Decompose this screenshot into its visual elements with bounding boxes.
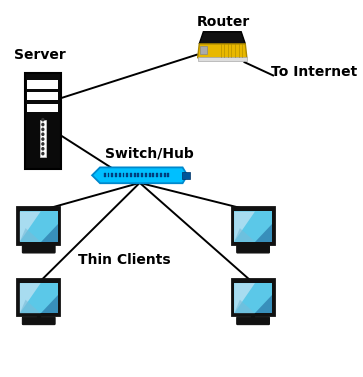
FancyBboxPatch shape	[232, 207, 274, 245]
FancyBboxPatch shape	[152, 173, 154, 177]
FancyBboxPatch shape	[25, 72, 61, 169]
FancyBboxPatch shape	[20, 283, 58, 313]
Polygon shape	[234, 283, 255, 313]
FancyBboxPatch shape	[234, 283, 272, 313]
FancyBboxPatch shape	[119, 173, 121, 177]
FancyBboxPatch shape	[104, 173, 106, 177]
Polygon shape	[198, 44, 247, 58]
FancyBboxPatch shape	[17, 279, 60, 316]
Circle shape	[42, 128, 44, 130]
FancyBboxPatch shape	[123, 173, 125, 177]
Polygon shape	[234, 211, 255, 242]
FancyBboxPatch shape	[145, 173, 147, 177]
Text: Switch/Hub: Switch/Hub	[105, 147, 193, 161]
Polygon shape	[234, 228, 255, 242]
FancyBboxPatch shape	[149, 173, 151, 177]
FancyBboxPatch shape	[237, 245, 269, 253]
Polygon shape	[92, 167, 187, 183]
FancyBboxPatch shape	[232, 279, 274, 316]
FancyBboxPatch shape	[28, 92, 58, 100]
Circle shape	[42, 119, 44, 121]
Polygon shape	[199, 32, 245, 44]
FancyBboxPatch shape	[28, 80, 58, 89]
FancyBboxPatch shape	[160, 173, 162, 177]
FancyBboxPatch shape	[134, 173, 136, 177]
FancyBboxPatch shape	[198, 57, 247, 61]
FancyBboxPatch shape	[28, 104, 58, 112]
Circle shape	[42, 133, 44, 135]
FancyBboxPatch shape	[111, 173, 113, 177]
FancyBboxPatch shape	[17, 207, 60, 245]
Polygon shape	[20, 300, 41, 313]
Polygon shape	[20, 228, 41, 242]
FancyBboxPatch shape	[40, 120, 46, 158]
Text: To Internet: To Internet	[272, 65, 358, 79]
FancyBboxPatch shape	[138, 173, 139, 177]
FancyBboxPatch shape	[237, 317, 269, 325]
FancyBboxPatch shape	[156, 173, 158, 177]
FancyBboxPatch shape	[115, 173, 117, 177]
Text: Thin Clients: Thin Clients	[78, 253, 170, 267]
Circle shape	[42, 148, 44, 150]
Text: Router: Router	[197, 15, 250, 29]
FancyBboxPatch shape	[20, 211, 58, 242]
FancyBboxPatch shape	[200, 46, 207, 54]
Circle shape	[42, 143, 44, 145]
Circle shape	[42, 123, 44, 126]
Polygon shape	[255, 224, 272, 242]
Polygon shape	[234, 300, 255, 313]
Polygon shape	[41, 224, 58, 242]
FancyBboxPatch shape	[126, 173, 128, 177]
Polygon shape	[255, 295, 272, 313]
Circle shape	[42, 152, 44, 155]
FancyBboxPatch shape	[23, 317, 55, 325]
Circle shape	[42, 138, 44, 140]
FancyBboxPatch shape	[167, 173, 169, 177]
Polygon shape	[20, 211, 41, 242]
FancyBboxPatch shape	[164, 173, 166, 177]
FancyBboxPatch shape	[23, 245, 55, 253]
Polygon shape	[20, 283, 41, 313]
FancyBboxPatch shape	[107, 173, 110, 177]
FancyBboxPatch shape	[182, 172, 189, 179]
FancyBboxPatch shape	[141, 173, 143, 177]
Text: Server: Server	[14, 48, 66, 62]
FancyBboxPatch shape	[234, 211, 272, 242]
FancyBboxPatch shape	[130, 173, 132, 177]
Polygon shape	[41, 295, 58, 313]
